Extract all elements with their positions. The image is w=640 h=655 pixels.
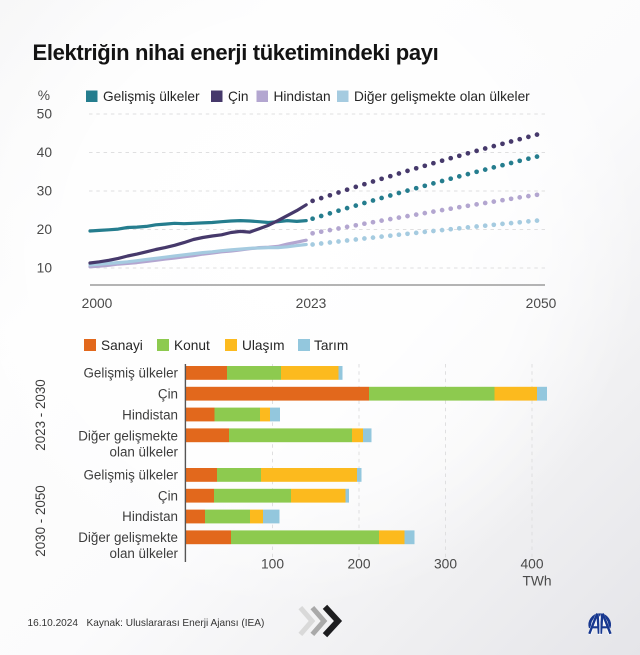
svg-text:Diğer gelişmekte: Diğer gelişmekte [78,429,178,444]
svg-text:Çin: Çin [228,89,249,104]
svg-text:Diğer gelişmekte olan ülkeler: Diğer gelişmekte olan ülkeler [354,89,530,104]
svg-text:20: 20 [37,222,53,237]
svg-text:olan ülkeler: olan ülkeler [110,445,179,460]
svg-text:Gelişmiş ülkeler: Gelişmiş ülkeler [84,468,179,483]
svg-text:2030 - 2050: 2030 - 2050 [33,485,48,556]
svg-text:TWh: TWh [522,574,551,589]
svg-text:200: 200 [347,557,370,572]
svg-text:100: 100 [261,557,284,572]
svg-text:400: 400 [520,557,543,572]
svg-text:2000: 2000 [82,296,113,311]
svg-text:10: 10 [37,261,53,276]
svg-text:Hindistan: Hindistan [122,509,178,524]
svg-text:olan ülkeler: olan ülkeler [110,546,179,561]
svg-text:Tarım: Tarım [314,338,348,353]
svg-text:Kaynak: Uluslararası Enerji Aj: Kaynak: Uluslararası Enerji Ajansı (IEA) [87,618,265,629]
svg-text:40: 40 [37,145,53,160]
svg-text:2023: 2023 [296,296,327,311]
svg-text:Hindistan: Hindistan [274,89,331,104]
svg-text:Gelişmiş ülkeler: Gelişmiş ülkeler [84,366,179,381]
svg-text:Çin: Çin [158,387,178,402]
svg-text:Hindistan: Hindistan [122,408,178,423]
svg-text:Çin: Çin [158,489,178,504]
svg-text:30: 30 [37,184,53,199]
svg-text:2050: 2050 [526,296,557,311]
svg-text:50: 50 [37,107,53,122]
svg-text:Sanayi: Sanayi [101,338,143,353]
svg-text:300: 300 [434,557,457,572]
svg-text:2023 - 2030: 2023 - 2030 [33,379,48,450]
svg-text:Konut: Konut [174,338,210,353]
svg-text:Gelişmiş ülkeler: Gelişmiş ülkeler [103,89,200,104]
svg-text:Diğer gelişmekte: Diğer gelişmekte [78,530,178,545]
svg-text:Ulaşım: Ulaşım [242,338,285,353]
svg-text:16.10.2024: 16.10.2024 [28,618,79,629]
svg-text:Elektriğin nihai enerji tüketi: Elektriğin nihai enerji tüketimindeki pa… [33,40,439,65]
svg-text:%: % [38,88,50,103]
